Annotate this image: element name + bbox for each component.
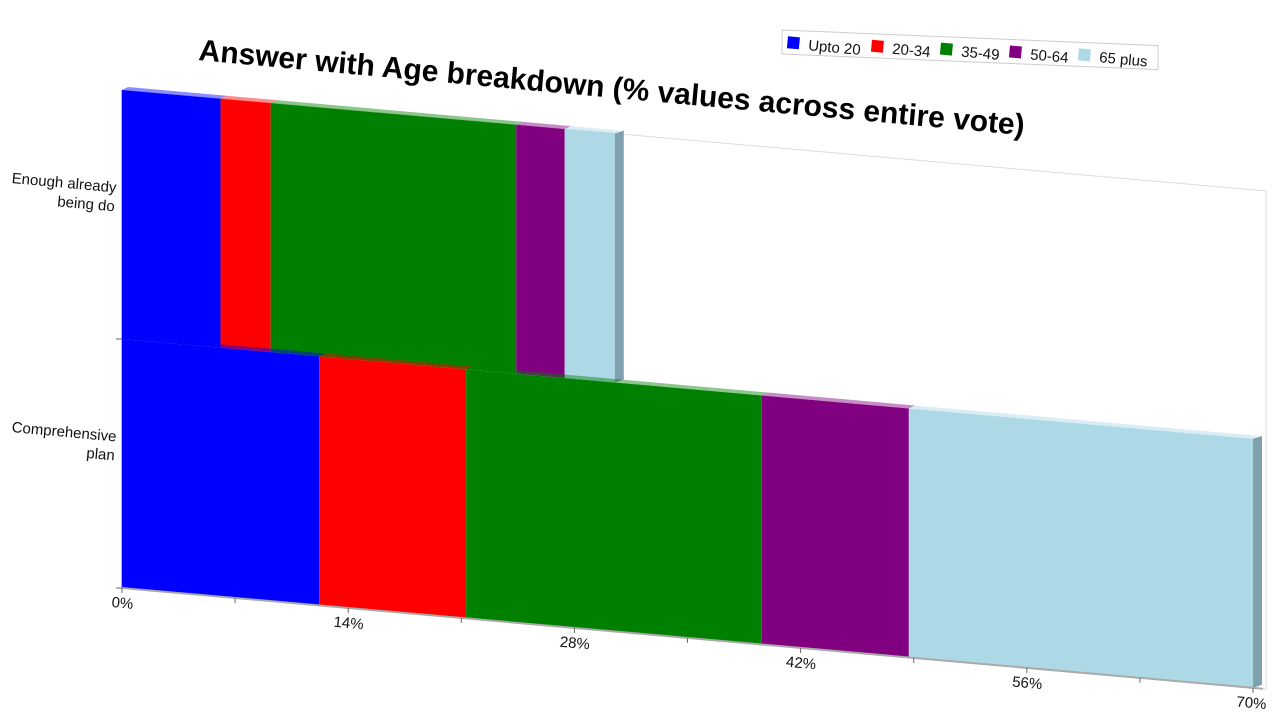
bar-top-0-1 xyxy=(220,95,277,104)
legend-label-1: 20-34 xyxy=(891,41,931,61)
bar-top-1-0 xyxy=(122,336,326,357)
x-tick-label-3: 42% xyxy=(785,654,816,674)
category-label-0: Enough alreadybeing do xyxy=(9,170,117,215)
bar-0-0 xyxy=(122,90,221,348)
bar-1-1 xyxy=(319,356,467,619)
bar-1-3 xyxy=(761,395,909,658)
legend: Upto 20 20-34 35-49 50-64 65 plus xyxy=(781,29,1159,71)
legend-item-0: Upto 20 xyxy=(786,36,861,59)
bar-top-1-4 xyxy=(908,405,1259,439)
legend-item-4: 65 plus xyxy=(1077,48,1148,71)
category-labels: Enough alreadybeing do Comprehensiveplan xyxy=(9,170,118,464)
bar-0-2 xyxy=(270,103,517,374)
category-label-0-line-0: Enough already xyxy=(11,170,118,196)
bar-top-0-2 xyxy=(270,100,523,125)
legend-item-1: 20-34 xyxy=(870,39,931,61)
bar-top-0-3 xyxy=(516,121,571,130)
bars xyxy=(122,87,1262,688)
bar-1-0 xyxy=(122,339,320,606)
bar-1-4 xyxy=(908,408,1253,688)
x-tick-label-0: 0% xyxy=(111,594,134,613)
bar-0-1 xyxy=(220,98,271,353)
bar-top-0-4 xyxy=(564,126,621,134)
legend-swatch-3 xyxy=(1008,45,1022,59)
bar-0-4 xyxy=(564,129,615,383)
legend-label-4: 65 plus xyxy=(1098,49,1148,70)
legend-item-3: 50-64 xyxy=(1008,45,1069,67)
bar-0-3 xyxy=(516,124,565,379)
x-axis-line xyxy=(121,587,1264,690)
bar-top-1-2 xyxy=(466,366,768,396)
bar-top-1-3 xyxy=(761,392,915,409)
bar-top-0-0 xyxy=(122,87,227,99)
bar-1-2 xyxy=(466,369,762,645)
bar-end-1 xyxy=(1253,435,1262,688)
legend-label-3: 50-64 xyxy=(1029,46,1069,66)
category-label-1-line-1: plan xyxy=(86,445,116,465)
bar-end-0 xyxy=(614,130,624,383)
legend-swatch-1 xyxy=(870,39,884,53)
legend-box xyxy=(781,29,1159,71)
bar-top-1-1 xyxy=(319,353,473,370)
legend-swatch-4 xyxy=(1077,48,1091,62)
legend-item-2: 35-49 xyxy=(939,42,1000,64)
category-label-1: Comprehensiveplan xyxy=(9,419,117,464)
x-tick-label-4: 56% xyxy=(1011,674,1042,694)
legend-label-2: 35-49 xyxy=(960,44,1000,64)
x-tick-label-2: 28% xyxy=(559,634,590,654)
category-label-0-line-1: being do xyxy=(57,193,116,215)
x-tick-label-5: 70% xyxy=(1236,694,1267,714)
legend-swatch-2 xyxy=(939,42,953,56)
x-tick-label-1: 14% xyxy=(333,614,364,634)
legend-swatch-0 xyxy=(786,36,800,50)
legend-label-0: Upto 20 xyxy=(807,37,861,59)
x-axis: 0% 14% 28% 42% 56% 70% xyxy=(111,338,1267,714)
category-label-1-line-0: Comprehensive xyxy=(11,419,117,445)
